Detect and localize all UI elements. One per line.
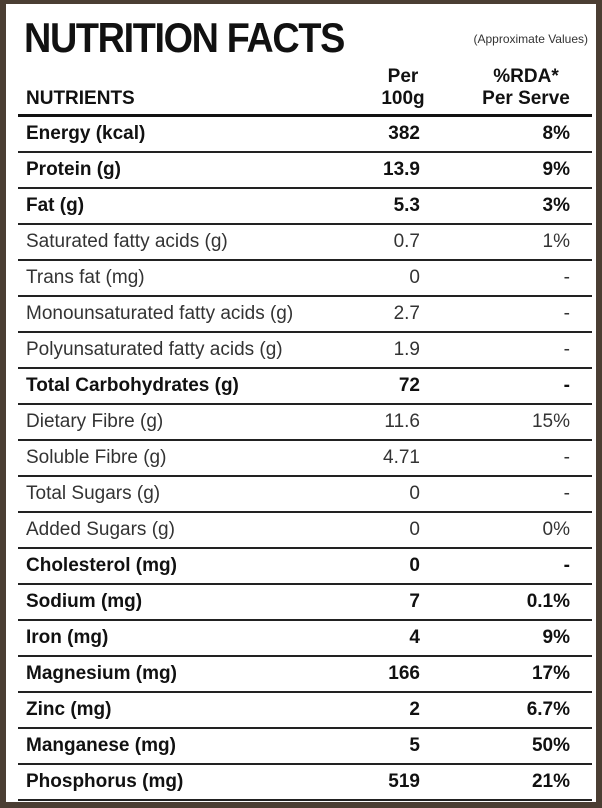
rda-value: 0.1% <box>526 591 570 612</box>
column-header: NUTRIENTS <box>26 88 135 110</box>
per-100g-value: 166 <box>388 663 420 684</box>
per-100g-value: 2 <box>409 699 420 720</box>
nutrient-row: Monounsaturated fatty acids (g) 2.7 - <box>18 297 592 333</box>
nutrient-name: Saturated fatty acids (g) <box>26 231 228 252</box>
nutrient-name: Protein (g) <box>26 159 121 180</box>
table-header: NUTRIENTS Per 100g %RDA* Per Serve <box>18 62 592 117</box>
nutrient-name: Sodium (mg) <box>26 591 143 612</box>
nutrient-row: Total Carbohydrates (g) 72 - <box>18 369 592 405</box>
nutrient-row: Dietary Fibre (g) 11.6 15% <box>18 405 592 441</box>
nutrient-row: Protein (g) 13.9 9% <box>18 153 592 189</box>
rda-value: - <box>563 555 570 576</box>
nutrient-row: Fat (g) 5.3 3% <box>18 189 592 225</box>
nutrient-row: Trans fat (mg) 0 - <box>18 261 592 297</box>
nutrient-name: Cholesterol (mg) <box>26 555 177 576</box>
nutrient-row: Added Sugars (g) 0 0% <box>18 513 592 549</box>
per-100g-value: 7 <box>409 591 420 612</box>
rda-value: 9% <box>542 627 570 648</box>
header-line: NUTRIENTS <box>26 88 135 109</box>
per-100g-value: 382 <box>388 123 420 144</box>
nutrient-name: Iron (mg) <box>26 627 109 648</box>
rda-value: 6.7% <box>526 699 570 720</box>
nutrient-row: Sodium (mg) 7 0.1% <box>18 585 592 621</box>
nutrient-row: Cholesterol (mg) 0 - <box>18 549 592 585</box>
per-100g-value: 1.9 <box>393 339 420 360</box>
header-line: 100g <box>381 88 425 109</box>
per-100g-value: 0 <box>409 519 420 540</box>
nutrient-row: Soluble Fibre (g) 4.71 - <box>18 441 592 477</box>
nutrient-row: Manganese (mg) 5 50% <box>18 729 592 765</box>
nutrient-name: Trans fat (mg) <box>26 267 145 288</box>
nutrient-row: Polyunsaturated fatty acids (g) 1.9 - <box>18 333 592 369</box>
nutrient-row: Phosphorus (mg) 519 21% <box>18 765 592 801</box>
rda-value: - <box>563 447 570 468</box>
nutrient-row: Energy (kcal) 382 8% <box>18 117 592 153</box>
header-line: %RDA* <box>493 66 559 87</box>
nutrient-name: Added Sugars (g) <box>26 519 175 540</box>
table-body: Energy (kcal) 382 8% Protein (g) 13.9 9% Fat (… <box>18 117 592 801</box>
rda-value: 0% <box>542 519 570 540</box>
header-line: Per Serve <box>482 88 570 109</box>
nutrient-name: Monounsaturated fatty acids (g) <box>26 303 294 324</box>
nutrient-name: Energy (kcal) <box>26 123 146 144</box>
rda-value: 8% <box>542 123 570 144</box>
per-100g-value: 13.9 <box>383 159 420 180</box>
nutrient-name: Manganese (mg) <box>26 735 176 756</box>
rda-value: 50% <box>531 735 570 756</box>
rda-value: 9% <box>542 159 570 180</box>
rda-value: 21% <box>531 771 570 792</box>
nutrient-name: Polyunsaturated fatty acids (g) <box>26 339 283 360</box>
rda-value: 15% <box>531 411 570 432</box>
nutrient-name: Fat (g) <box>26 195 85 216</box>
title: NUTRITION FACTS <box>24 14 345 61</box>
rda-value: 17% <box>531 663 570 684</box>
per-100g-value: 4.71 <box>383 447 420 468</box>
column-header: Per 100g <box>358 66 448 110</box>
nutrient-name: Phosphorus (mg) <box>26 771 184 792</box>
rda-value: - <box>563 375 570 396</box>
header-line: Per <box>387 66 419 87</box>
rda-value: - <box>563 483 570 504</box>
nutrient-name: Total Carbohydrates (g) <box>26 375 239 396</box>
nutrient-name: Magnesium (mg) <box>26 663 177 684</box>
per-100g-value: 2.7 <box>393 303 420 324</box>
rda-value: 3% <box>542 195 570 216</box>
nutrient-row: Iron (mg) 4 9% <box>18 621 592 657</box>
per-100g-value: 0.7 <box>393 231 420 252</box>
note: (Approximate Values) <box>473 32 589 46</box>
nutrient-row: Saturated fatty acids (g) 0.7 1% <box>18 225 592 261</box>
per-100g-value: 4 <box>409 627 420 648</box>
nutrient-row: Total Sugars (g) 0 - <box>18 477 592 513</box>
column-header: %RDA* Per Serve <box>466 66 586 110</box>
nutrient-name: Soluble Fibre (g) <box>26 447 167 468</box>
per-100g-value: 519 <box>388 771 420 792</box>
rda-value: 1% <box>542 231 570 252</box>
per-100g-value: 5.3 <box>393 195 420 216</box>
per-100g-value: 0 <box>409 555 420 576</box>
per-100g-value: 11.6 <box>384 411 420 432</box>
nutrient-name: Zinc (mg) <box>26 699 112 720</box>
per-100g-value: 5 <box>409 735 420 756</box>
nutrient-row: Zinc (mg) 2 6.7% <box>18 693 592 729</box>
rda-value: - <box>563 339 570 360</box>
per-100g-value: 0 <box>409 267 420 288</box>
per-100g-value: 72 <box>398 375 420 396</box>
nutrient-row: Magnesium (mg) 166 17% <box>18 657 592 693</box>
nutrient-name: Total Sugars (g) <box>26 483 161 504</box>
rda-value: - <box>563 303 570 324</box>
per-100g-value: 0 <box>409 483 420 504</box>
rda-value: - <box>563 267 570 288</box>
nutrient-name: Dietary Fibre (g) <box>26 411 164 432</box>
